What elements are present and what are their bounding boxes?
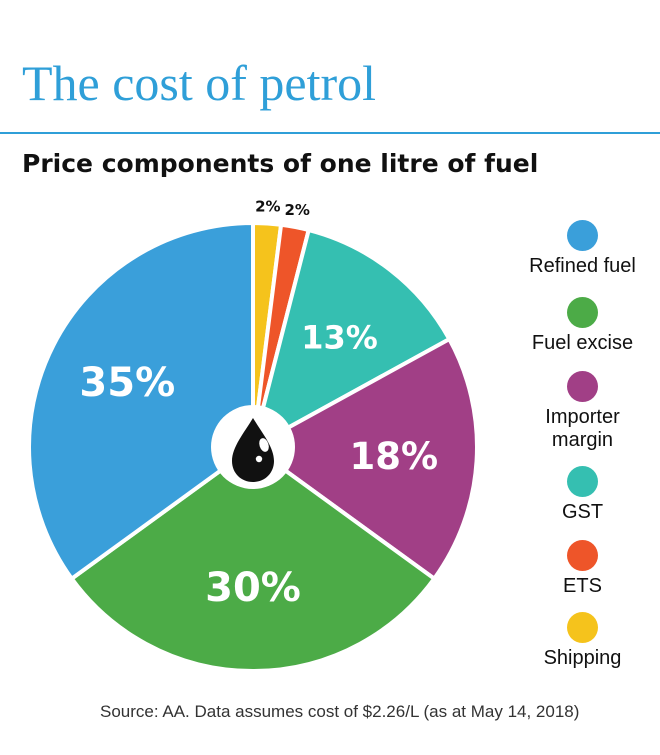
- pie-slice-labels: 2% 2% 13% 18% 30% 35%: [79, 198, 438, 612]
- page-title: The cost of petrol: [22, 55, 377, 111]
- legend-label: Refined fuel: [529, 255, 636, 277]
- slice-label-gst: 13%: [301, 319, 378, 357]
- legend-label: GST: [561, 501, 604, 523]
- legend-item-importer-margin: Importer margin: [510, 371, 655, 452]
- legend-item-gst: GST: [510, 466, 655, 524]
- pie-slice-fuel-excise: [69, 445, 437, 673]
- slice-label-shipping: 2%: [255, 198, 280, 216]
- legend-swatch: [567, 371, 598, 402]
- slice-label-fuel-excise: 30%: [205, 565, 301, 611]
- pie-slices: [27, 221, 479, 673]
- legend-item-shipping: Shipping: [510, 612, 655, 670]
- slice-label-ets: 2%: [284, 201, 309, 219]
- source-note: Source: AA. Data assumes cost of $2.26/L…: [100, 702, 580, 721]
- pie-slice-refined-fuel: [27, 221, 255, 581]
- legend-swatch: [567, 612, 598, 643]
- legend-item-refined-fuel: Refined fuel: [510, 220, 655, 278]
- pie-slice-importer-margin: [251, 337, 479, 581]
- legend-swatch: [567, 297, 598, 328]
- pie-slice-gst: [251, 228, 452, 449]
- legend-label: ETS: [563, 575, 602, 597]
- slice-label-importer-margin: 18%: [350, 435, 439, 478]
- legend-swatch: [567, 540, 598, 571]
- legend-swatch: [567, 220, 598, 251]
- legend-item-fuel-excise: Fuel excise: [510, 297, 655, 355]
- legend-label: Importer margin: [545, 406, 620, 451]
- legend-label: Shipping: [543, 647, 622, 669]
- slice-label-refined-fuel: 35%: [79, 360, 175, 406]
- legend-swatch: [567, 466, 598, 497]
- chart-subtitle: Price components of one litre of fuel: [22, 149, 539, 178]
- oil-drop-icon: [211, 405, 295, 489]
- legend-label: Fuel excise: [531, 332, 634, 354]
- title-divider: [0, 132, 660, 134]
- legend-item-ets: ETS: [510, 540, 655, 598]
